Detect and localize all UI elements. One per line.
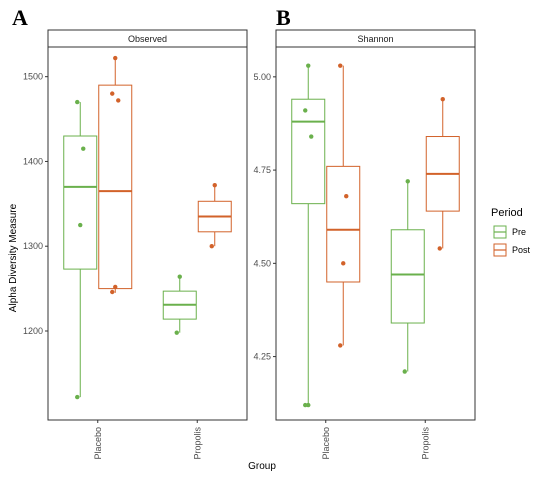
box-post xyxy=(197,182,232,249)
data-point-pre xyxy=(75,99,80,105)
box-pre xyxy=(390,179,425,374)
data-point-post xyxy=(440,97,445,102)
data-point-pre xyxy=(78,222,83,228)
data-point-pre xyxy=(81,146,86,151)
shannon-panel: Shannon 4.25 4.50 4.75 5.00 Placebo Propolis xyxy=(253,29,476,460)
y-tick-label: 5.00 xyxy=(253,72,271,82)
legend-item-pre: Pre xyxy=(493,225,526,239)
plot-area: 4.25 4.50 4.75 5.00 Placebo Propolis xyxy=(253,46,476,460)
legend: Period Pre Post xyxy=(491,207,531,257)
data-point-post xyxy=(344,194,349,199)
box-post xyxy=(425,97,460,251)
data-point-post xyxy=(110,91,115,96)
box-iqr xyxy=(390,229,425,324)
legend-label-post: Post xyxy=(512,245,531,255)
data-point-pre xyxy=(306,402,311,408)
x-tick-label: Propolis xyxy=(192,427,202,460)
data-point-pre xyxy=(75,394,80,400)
box-pre xyxy=(63,99,98,400)
x-tick-label: Placebo xyxy=(321,427,331,460)
box-post xyxy=(326,63,361,348)
data-point-pre xyxy=(174,330,179,335)
y-tick-label: 1300 xyxy=(23,241,43,251)
data-point-pre xyxy=(306,63,311,68)
data-point-pre xyxy=(405,179,410,184)
data-point-pre xyxy=(309,134,314,139)
x-tick-label: Propolis xyxy=(420,427,430,460)
box-post xyxy=(98,55,133,295)
data-point-post xyxy=(212,182,217,188)
plot-area: 1200 1300 1400 1500 Placebo Propolis xyxy=(23,46,248,460)
data-point-post xyxy=(113,284,118,290)
y-tick-label: 1500 xyxy=(23,72,43,82)
legend-label-pre: Pre xyxy=(512,227,526,237)
y-tick-label: 1200 xyxy=(23,326,43,336)
legend-title: Period xyxy=(491,207,523,219)
facet-title: Shannon xyxy=(357,34,393,44)
data-point-post xyxy=(338,63,343,68)
y-tick-label: 4.75 xyxy=(253,165,271,175)
box-pre xyxy=(162,274,197,335)
panel-letter-a: A xyxy=(12,5,28,30)
data-point-post xyxy=(341,261,346,266)
data-point-post xyxy=(113,55,118,61)
x-tick-label: Placebo xyxy=(93,427,103,460)
data-point-pre xyxy=(303,108,308,113)
data-point-post xyxy=(116,98,121,103)
box-iqr xyxy=(63,135,98,270)
box-pre xyxy=(291,63,326,408)
data-point-pre xyxy=(177,274,182,279)
y-tick-label: 1400 xyxy=(23,156,43,166)
box-iqr xyxy=(291,98,326,205)
data-point-post xyxy=(338,343,343,348)
data-point-post xyxy=(437,246,442,251)
data-point-post xyxy=(209,244,214,249)
data-point-post xyxy=(110,289,115,295)
y-tick-label: 4.50 xyxy=(253,258,271,268)
box-iqr xyxy=(98,84,133,290)
panel-letter-b: B xyxy=(276,5,291,30)
y-tick-label: 4.25 xyxy=(253,352,271,362)
y-axis-title: Alpha Diversity Measure xyxy=(8,203,19,312)
data-point-pre xyxy=(402,369,407,374)
facet-title: Observed xyxy=(128,34,167,44)
x-axis-title: Group xyxy=(248,461,276,472)
legend-item-post: Post xyxy=(493,243,531,257)
observed-panel: Observed Alpha Diversity Measure 1200 130… xyxy=(8,29,248,460)
